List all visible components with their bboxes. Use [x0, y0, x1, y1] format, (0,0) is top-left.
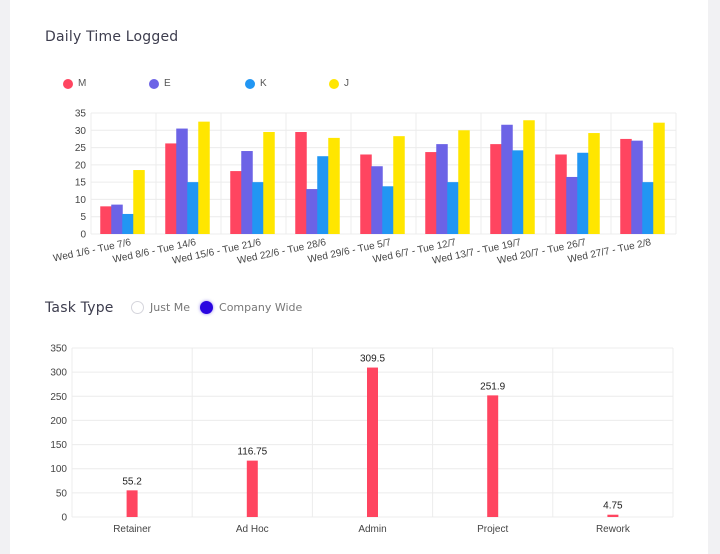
legend-item-e[interactable]: E	[149, 78, 171, 89]
bar-j	[588, 133, 600, 234]
legend-label-e: E	[164, 78, 171, 89]
bar-k	[577, 152, 589, 234]
legend-dot-k	[245, 78, 255, 89]
bar-m	[555, 154, 567, 234]
legend-item-j[interactable]: J	[329, 78, 349, 89]
legend-label-k: K	[260, 78, 267, 89]
x-tick-label: Retainer	[113, 524, 151, 535]
bar-task-type	[367, 367, 378, 517]
data-label: 55.2	[122, 476, 142, 487]
daily-time-title: Daily Time Logged	[45, 29, 179, 45]
bar-j	[328, 137, 340, 234]
bar-e	[566, 176, 578, 234]
data-label: 309.5	[360, 354, 385, 365]
legend-item-k[interactable]: K	[245, 78, 267, 89]
bar-j	[133, 170, 145, 234]
y-tick-label: 5	[80, 212, 86, 223]
bar-j	[458, 130, 470, 234]
legend-dot-e	[149, 78, 159, 89]
bar-m	[165, 143, 177, 234]
legend-label-j: J	[344, 78, 349, 89]
bar-k	[252, 182, 264, 234]
y-tick-label: 10	[75, 195, 87, 206]
y-tick-label: 25	[75, 143, 87, 154]
bar-m	[360, 154, 372, 234]
bar-k	[382, 186, 394, 234]
bar-e	[501, 124, 513, 234]
x-tick-label: Project	[477, 524, 508, 535]
bar-j	[523, 120, 535, 234]
y-tick-label: 300	[50, 368, 67, 379]
y-tick-label: 0	[61, 513, 67, 524]
x-tick-label: Rework	[596, 524, 631, 535]
radio-company-wide-circle[interactable]	[200, 301, 214, 314]
data-label: 251.9	[480, 381, 505, 392]
y-tick-label: 100	[50, 464, 67, 475]
bar-j	[198, 121, 210, 234]
bar-k	[642, 182, 654, 234]
y-tick-label: 15	[75, 178, 87, 189]
bar-j	[393, 136, 405, 234]
bar-k	[317, 156, 329, 234]
bar-k	[187, 182, 199, 234]
data-label: 4.75	[603, 501, 623, 512]
bar-e	[371, 166, 383, 234]
y-tick-label: 150	[50, 440, 67, 451]
radio-just-me-label: Just Me	[150, 301, 191, 314]
bar-k	[122, 213, 134, 234]
bar-m	[620, 138, 632, 234]
bar-j	[653, 122, 665, 234]
bar-e	[111, 204, 123, 234]
radio-company-wide-label: Company Wide	[219, 301, 303, 314]
y-tick-label: 350	[50, 344, 67, 355]
bar-task-type	[126, 490, 138, 517]
task-type-title: Task Type	[45, 300, 114, 316]
y-tick-label: 20	[75, 160, 87, 171]
legend-dot-j	[329, 78, 339, 89]
bar-task-type	[487, 395, 499, 517]
bar-m	[230, 171, 242, 234]
bar-task-type	[246, 460, 258, 517]
radio-just-me-circle[interactable]	[131, 301, 144, 314]
data-label: 116.75	[237, 447, 267, 458]
bar-e	[241, 151, 253, 234]
x-tick-label: Admin	[358, 524, 386, 535]
bar-k	[512, 150, 524, 234]
bar-e	[436, 144, 448, 234]
bar-e	[306, 189, 318, 234]
legend-dot-m	[63, 78, 73, 89]
bar-m	[295, 132, 307, 234]
radio-company-wide[interactable]: Company Wide	[200, 301, 302, 314]
bar-m	[100, 206, 112, 234]
y-tick-label: 35	[75, 109, 87, 120]
y-tick-label: 250	[50, 392, 67, 403]
task-type-chart: 0 50 100 150 200 250 300 350 55.2 Retainer 116.75 A…	[50, 344, 674, 535]
y-tick-label: 200	[50, 416, 67, 427]
radio-just-me[interactable]: Just Me	[131, 301, 190, 314]
bar-e	[176, 128, 188, 234]
bar-m	[425, 152, 437, 234]
bar-j	[263, 132, 275, 234]
legend-label-m: M	[78, 78, 87, 89]
scope-radio-group: Just Me Company Wide	[131, 301, 312, 314]
bar-task-type	[607, 514, 619, 517]
y-tick-label: 50	[56, 488, 68, 499]
legend-item-m[interactable]: M	[63, 78, 86, 89]
bar-e	[631, 140, 643, 234]
bar-m	[490, 144, 502, 234]
y-tick-label: 0	[80, 230, 86, 241]
bar-k	[447, 182, 459, 234]
chart-card: Daily Time Logged M E K J 0 5 10 15 20 25 30 35…	[10, 0, 708, 554]
x-tick-label: Ad Hoc	[236, 524, 269, 535]
y-tick-label: 30	[75, 126, 87, 137]
